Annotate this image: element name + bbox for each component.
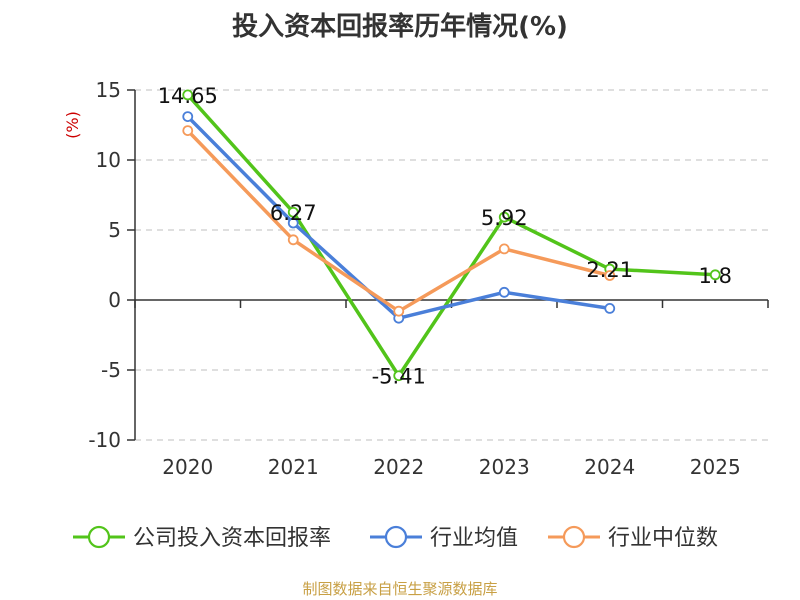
- data-point: [498, 211, 510, 223]
- x-tick-label: 2023: [479, 455, 530, 479]
- y-tick-label: -5: [101, 358, 121, 382]
- data-point: [182, 89, 194, 101]
- data-point: [287, 234, 299, 246]
- data-point: [182, 125, 194, 137]
- data-point: [709, 269, 721, 281]
- y-tick-label: 15: [96, 78, 121, 102]
- y-axis-label: (%): [63, 111, 82, 139]
- data-label: 5.92: [481, 206, 528, 230]
- legend-label: 行业中位数: [608, 526, 718, 551]
- legend-marker: [562, 525, 586, 549]
- data-point: [287, 217, 299, 229]
- legend-label: 公司投入资本回报率: [133, 526, 331, 551]
- x-tick-label: 2021: [268, 455, 319, 479]
- y-tick-label: 10: [96, 148, 121, 172]
- x-tick-label: 2022: [373, 455, 424, 479]
- legend-marker: [384, 525, 408, 549]
- data-label: -5.41: [372, 365, 426, 389]
- data-point: [393, 370, 405, 382]
- y-tick-label: 5: [108, 218, 121, 242]
- series-lines: [182, 89, 721, 382]
- x-tick-label: 2024: [584, 455, 635, 479]
- legend-marker: [87, 525, 111, 549]
- y-tick-label: 0: [108, 288, 121, 312]
- data-point: [393, 305, 405, 317]
- data-labels: 14.65 6.27 -5.41 5.92 2.21 1.8: [158, 84, 732, 389]
- data-label: 14.65: [158, 84, 218, 108]
- legend: 公司投入资本回报率 行业均值 行业中位数: [73, 525, 718, 551]
- data-point: [604, 270, 616, 281]
- data-point: [287, 206, 299, 218]
- series-line: [186, 129, 611, 313]
- series-line: [186, 93, 716, 378]
- data-point: [498, 286, 510, 298]
- axes: 15 10 5 0 -5 -10 2020 2021 2022 2023 2024 2025 (%): [63, 78, 769, 479]
- data-point: [182, 111, 194, 122]
- x-tick-label: 2025: [690, 455, 741, 479]
- chart-source: 制图数据来自恒生聚源数据库: [302, 580, 498, 598]
- series-line: [186, 115, 611, 320]
- data-label: 1.8: [699, 264, 732, 288]
- data-point: [498, 243, 510, 255]
- chart-title: 投入资本回报率历年情况(%): [232, 12, 568, 42]
- y-tick-label: -10: [88, 428, 121, 452]
- data-point: [604, 302, 616, 314]
- data-label: 2.21: [586, 258, 633, 282]
- legend-label: 行业均值: [430, 526, 518, 551]
- data-label: 6.27: [270, 201, 317, 225]
- x-tick-label: 2020: [162, 455, 213, 479]
